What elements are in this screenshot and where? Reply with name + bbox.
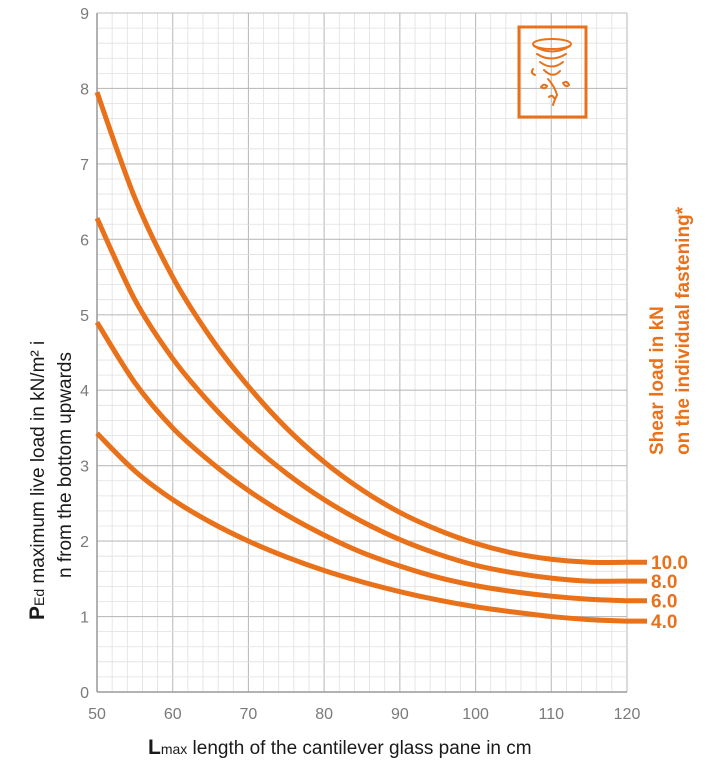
- x-axis-title: Lmax length of the cantilever glass pane…: [148, 736, 532, 759]
- x-tick-label: 90: [391, 706, 409, 723]
- y-axis-title-line-1: PEd maximum live load in kN/m² i: [26, 341, 49, 620]
- x-tick-label: 80: [315, 706, 333, 723]
- legend-title-line-2: on the individual fastening*: [673, 206, 694, 455]
- y-axis-title-rest: maximum live load in kN/m² i: [28, 341, 49, 589]
- x-tick-label: 120: [614, 706, 641, 723]
- series-line-10.0: [97, 92, 647, 562]
- y-tick-label: 9: [80, 6, 89, 23]
- x-tick-label: 70: [240, 706, 258, 723]
- series-label-8.0: 8.0: [651, 572, 677, 593]
- y-tick-labels: 0 1 2 3 4 5 6 7 8 9: [80, 6, 89, 702]
- series-line-8.0: [97, 218, 647, 581]
- y-tick-label: 3: [80, 459, 89, 476]
- x-tick-label: 110: [539, 706, 565, 723]
- y-tick-label: 4: [80, 383, 89, 400]
- series-label-6.0: 6.0: [651, 592, 677, 613]
- axes: [97, 13, 627, 692]
- grid: [97, 13, 627, 692]
- x-axis-title-rest: length of the cantilever glass pane in c…: [187, 738, 531, 759]
- y-tick-label: 5: [80, 308, 89, 325]
- x-tick-label: 100: [462, 706, 489, 723]
- x-axis-title-sub: max: [161, 741, 187, 757]
- x-tick-label: 50: [88, 706, 106, 723]
- x-tick-labels: 50 60 70 80 90 100 110 120: [88, 706, 640, 723]
- y-axis-title-line-2: n from the bottom upwards: [55, 352, 76, 578]
- series-labels: 10.08.06.04.0: [651, 553, 688, 633]
- series-label-10.0: 10.0: [651, 553, 688, 574]
- y-tick-label: 7: [80, 157, 89, 174]
- x-tick-label: 60: [164, 706, 182, 723]
- series-lines: [97, 92, 647, 621]
- series-label-4.0: 4.0: [651, 612, 677, 633]
- y-tick-label: 2: [80, 534, 89, 551]
- y-axis-title-bold: P: [26, 606, 49, 620]
- y-tick-label: 8: [80, 81, 89, 98]
- x-axis-title-bold: L: [148, 736, 161, 759]
- y-axis-title-sub: Ed: [31, 589, 47, 606]
- legend-title-line-1: Shear load in kN: [647, 306, 668, 455]
- y-tick-label: 0: [80, 685, 89, 702]
- y-tick-label: 6: [80, 232, 89, 249]
- y-tick-label: 1: [80, 610, 89, 627]
